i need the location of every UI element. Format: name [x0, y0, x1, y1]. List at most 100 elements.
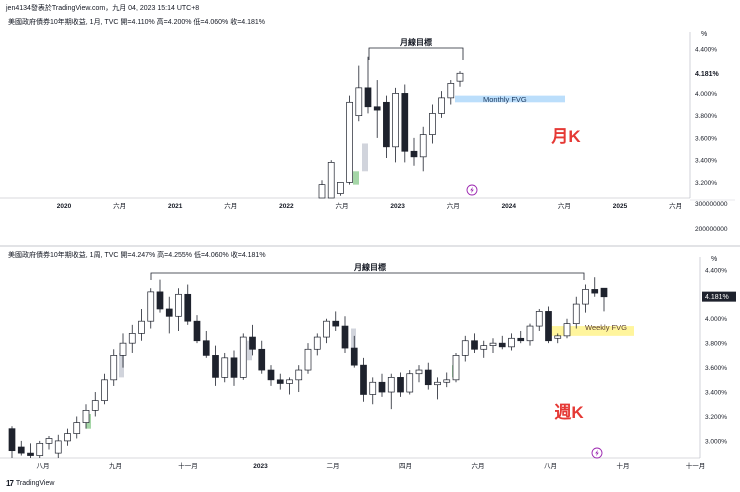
monthly-candle	[392, 87, 399, 163]
weekly-y-tick-label: 3.400%	[705, 390, 727, 397]
monthly-flash-icon[interactable]	[466, 184, 478, 196]
weekly-candle-body	[563, 323, 571, 337]
tradingview-logo-icon[interactable]: 17	[6, 479, 14, 488]
weekly-candle	[600, 287, 608, 312]
weekly-x-tick-label: 二月	[327, 462, 340, 470]
weekly-candle	[545, 306, 552, 344]
weekly-x-tick-label: 八月	[544, 462, 557, 470]
weekly-candle-body	[267, 369, 275, 381]
weekly-candle-body	[424, 369, 432, 386]
weekly-candle	[17, 440, 25, 456]
weekly-target-label: 月線目標	[353, 262, 386, 272]
weekly-candle-body	[471, 340, 478, 350]
weekly-candle	[313, 333, 321, 356]
weekly-candle	[582, 284, 589, 313]
weekly-candle-body	[545, 311, 552, 342]
monthly-candle	[447, 80, 455, 105]
monthly-candle	[438, 91, 445, 118]
weekly-candle	[424, 362, 432, 390]
weekly-candle	[91, 392, 99, 417]
weekly-candle	[267, 365, 275, 386]
monthly-y-tick-label: 3.200%	[695, 180, 717, 187]
monthly-symbol-info: 美國政府債券10年期收益, 1月, TVC 開=4.110% 高=4.200% …	[8, 19, 266, 26]
weekly-candle	[535, 308, 543, 331]
weekly-candle	[360, 357, 367, 402]
weekly-candle-body	[572, 303, 580, 324]
monthly-candle-body	[401, 93, 409, 152]
weekly-flash-icon[interactable]	[591, 447, 603, 459]
weekly-candle-body	[258, 348, 266, 371]
monthly-candle	[337, 182, 344, 196]
weekly-candle	[517, 330, 525, 344]
weekly-candle	[526, 323, 534, 346]
footer-brand: TradingView	[15, 480, 55, 487]
weekly-candle-body	[517, 337, 525, 342]
weekly-x-tick-label: 2023	[253, 463, 268, 470]
monthly-y-tick-label: 3.600%	[695, 135, 717, 142]
weekly-candle-body	[175, 293, 182, 317]
weekly-candle-body	[295, 369, 303, 381]
weekly-candle-body	[128, 333, 136, 344]
weekly-candle	[221, 352, 229, 383]
monthly-candle	[429, 104, 436, 144]
monthly-candle-body	[419, 134, 427, 158]
weekly-candle	[591, 277, 599, 297]
weekly-candle	[350, 335, 358, 368]
monthly-candle	[373, 80, 381, 138]
weekly-candle-body	[443, 379, 451, 383]
weekly-candle	[554, 333, 562, 344]
monthly-volume-tick: 200000000	[695, 226, 728, 233]
weekly-candle-body	[54, 440, 62, 454]
weekly-candle-body	[138, 320, 145, 334]
weekly-candle-body	[73, 422, 81, 434]
monthly-candle-body	[383, 101, 390, 148]
weekly-candle-body	[101, 379, 108, 401]
monthly-candle	[419, 126, 427, 172]
weekly-candle	[64, 428, 71, 446]
weekly-candle-body	[249, 336, 256, 350]
weekly-candle-body	[415, 369, 423, 375]
monthly-candle	[401, 84, 409, 163]
weekly-candle	[165, 296, 173, 334]
weekly-candle	[452, 352, 460, 383]
monthly-x-tick-label: 六月	[113, 201, 126, 210]
weekly-candle	[230, 350, 238, 386]
weekly-candle	[498, 335, 506, 350]
weekly-candle	[471, 333, 478, 353]
weekly-y-tick-label: 4.400%	[705, 267, 727, 274]
weekly-candle-body	[165, 308, 173, 317]
weekly-candle-body	[8, 428, 16, 452]
weekly-last-value-badge	[702, 291, 736, 302]
weekly-candle	[101, 373, 108, 405]
weekly-candle	[434, 377, 441, 400]
monthly-big-label: 月K	[550, 127, 581, 146]
footer: 17 TradingView	[6, 479, 54, 488]
weekly-candle-body	[369, 381, 377, 395]
weekly-candle	[110, 349, 118, 386]
weekly-symbol-info: 美國政府債券10年期收益, 1周, TVC 開=4.247% 高=4.255% …	[8, 252, 266, 259]
weekly-candle-body	[332, 320, 340, 327]
weekly-candle-body	[360, 364, 367, 395]
weekly-candle-body	[582, 289, 589, 305]
monthly-x-tick-label: 2022	[279, 203, 294, 210]
weekly-candle-body	[434, 381, 441, 386]
weekly-candle	[156, 279, 164, 313]
monthly-candle-body	[429, 113, 436, 135]
weekly-last-value-label: 4.181%	[705, 294, 729, 301]
monthly-candle-body	[438, 97, 445, 114]
weekly-candle-body	[230, 357, 238, 378]
monthly-flash-icon-bolt	[470, 186, 474, 194]
weekly-candle-body	[36, 442, 44, 456]
weekly-gap-gray	[247, 340, 252, 361]
weekly-candle-body	[341, 325, 349, 349]
weekly-flash-icon-bolt	[595, 449, 599, 457]
weekly-x-tick-label: 四月	[399, 462, 412, 470]
weekly-candle	[443, 372, 451, 388]
weekly-y-tick-label: 3.800%	[705, 341, 727, 348]
weekly-candle-body	[202, 340, 210, 356]
monthly-candle	[410, 137, 418, 166]
monthly-volume-tick: 300000000	[695, 201, 728, 208]
weekly-candle-body	[212, 355, 219, 378]
weekly-candle-body	[489, 342, 497, 346]
